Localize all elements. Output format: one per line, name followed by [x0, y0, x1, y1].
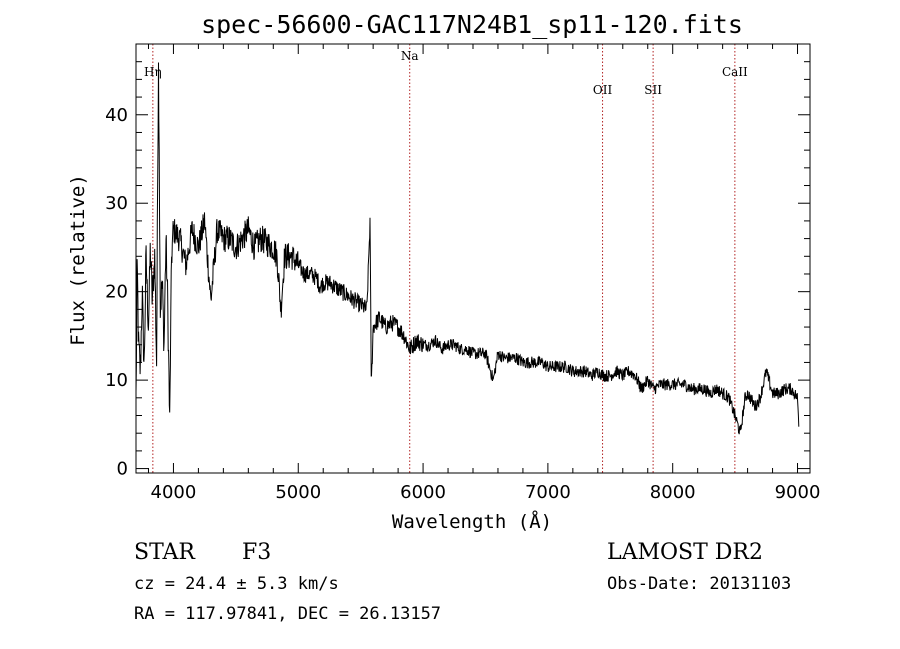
spectral-line-markers: Hη Na OII SII CaII [144, 44, 748, 473]
x-tick-label: 9000 [775, 482, 821, 503]
spectral-line-label: CaII [722, 65, 748, 79]
spectral-line-label: Hη [144, 65, 162, 79]
y-tick-label: 40 [105, 105, 128, 126]
x-tick-label: 8000 [650, 482, 696, 503]
survey-name: LAMOST DR2 [607, 540, 763, 565]
object-class: STAR [134, 540, 196, 565]
x-tick-label: 6000 [400, 482, 446, 503]
x-tick-label: 5000 [275, 482, 321, 503]
plot-frame [135, 43, 811, 474]
y-tick-label: 20 [105, 282, 128, 303]
spectrum-info: STAR F3 LAMOST DR2 cz = 24.4 ± 5.3 km/s … [134, 540, 791, 624]
spectral-line-label: SII [644, 83, 662, 97]
x-tick-label: 7000 [525, 482, 571, 503]
spectral-line-label: OII [593, 83, 613, 97]
y-tick-label: 0 [117, 459, 128, 480]
x-axis-label: Wavelength (Å) [392, 510, 552, 533]
spectrum-line [135, 62, 800, 435]
redshift-readout: cz = 24.4 ± 5.3 km/s [134, 574, 339, 594]
y-tick-label: 30 [105, 193, 128, 214]
object-subclass: F3 [242, 540, 271, 565]
spectral-line-label: Na [401, 49, 419, 63]
chart-title: spec-56600-GAC117N24B1_sp11-120.fits [201, 10, 743, 39]
obs-date: Obs-Date: 20131103 [607, 574, 791, 594]
coordinates: RA = 117.97841, DEC = 26.13157 [134, 604, 441, 624]
x-tick-label: 4000 [151, 482, 197, 503]
y-axis-label: Flux (relative) [67, 174, 89, 346]
axes: 4000 5000 6000 7000 8000 9000 0 10 20 30 40 [105, 44, 820, 503]
y-tick-label: 10 [105, 370, 128, 391]
